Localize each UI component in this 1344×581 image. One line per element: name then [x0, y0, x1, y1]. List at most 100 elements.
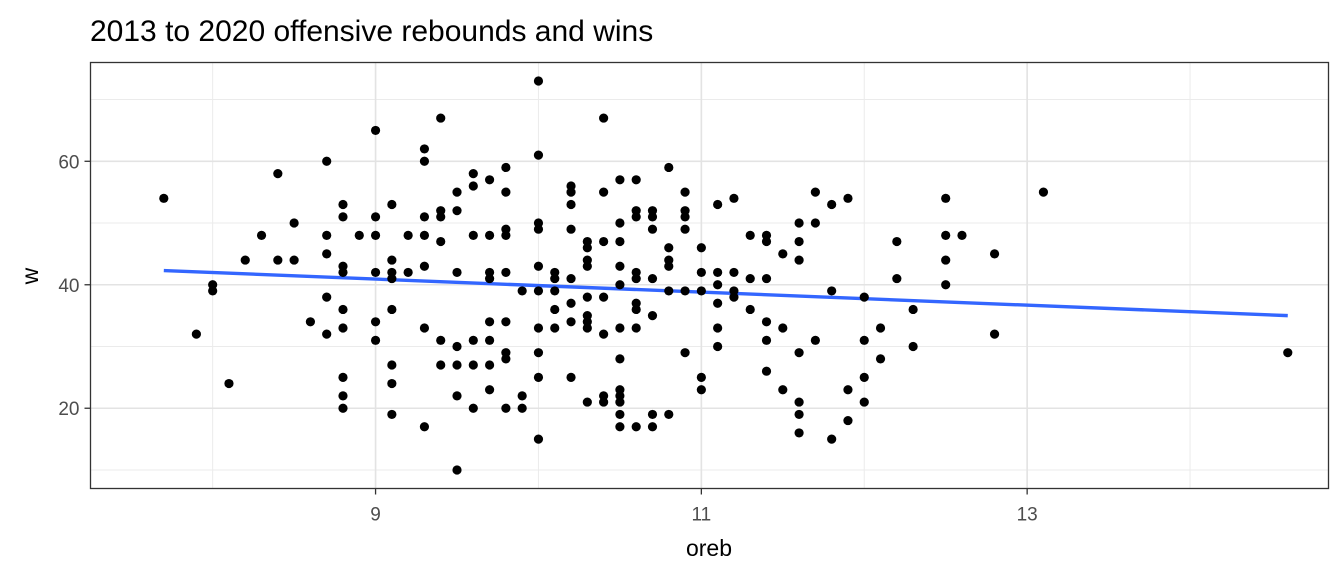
data-point	[501, 162, 511, 173]
data-point	[566, 224, 576, 234]
data-point	[599, 292, 609, 302]
trend-line	[163, 268, 1288, 318]
data-point	[370, 335, 381, 345]
data-point	[533, 372, 544, 382]
data-point	[338, 199, 348, 210]
data-point	[452, 206, 462, 216]
data-point	[713, 298, 723, 308]
data-point	[452, 341, 462, 352]
data-point	[696, 243, 706, 253]
data-point	[533, 434, 544, 444]
data-point	[354, 230, 364, 240]
data-point	[713, 199, 723, 210]
data-point	[419, 156, 430, 166]
data-point	[501, 230, 511, 240]
data-point	[452, 267, 462, 278]
data-point	[338, 372, 348, 382]
data-point	[680, 212, 690, 222]
data-point	[729, 267, 739, 278]
data-point	[745, 273, 755, 284]
data-point	[338, 267, 348, 278]
data-point	[338, 391, 348, 401]
y-tick-label: 20	[58, 399, 79, 420]
data-point	[631, 273, 641, 284]
data-point	[664, 243, 674, 253]
data-point	[810, 218, 820, 228]
data-point	[338, 403, 348, 413]
data-point	[615, 422, 625, 432]
y-tick-label: 60	[58, 152, 79, 173]
data-point	[664, 286, 674, 296]
data-point	[615, 323, 625, 333]
data-point	[859, 292, 869, 302]
data-point	[664, 162, 674, 173]
data-point	[745, 230, 755, 240]
data-point	[794, 409, 804, 420]
data-point	[517, 286, 527, 296]
data-point	[761, 236, 772, 247]
data-point	[680, 348, 690, 358]
data-point	[403, 267, 413, 278]
data-point	[615, 354, 625, 364]
data-point	[370, 212, 381, 222]
data-point	[436, 113, 446, 123]
data-point	[908, 304, 918, 315]
data-point	[419, 144, 430, 154]
data-point	[615, 280, 625, 290]
data-point	[892, 236, 902, 247]
data-point	[208, 286, 218, 296]
data-point	[778, 249, 788, 259]
data-point	[859, 335, 869, 345]
data-point	[419, 422, 430, 432]
data-point	[615, 175, 625, 185]
chart-title: 2013 to 2020 offensive rebounds and wins	[90, 15, 653, 48]
data-point	[631, 304, 641, 315]
data-point	[843, 385, 853, 395]
data-point	[484, 175, 495, 185]
data-point	[647, 212, 658, 222]
data-point	[468, 169, 478, 179]
data-point	[827, 199, 837, 210]
data-point	[794, 236, 804, 247]
data-point	[501, 354, 511, 364]
data-point	[664, 409, 674, 420]
data-point	[908, 341, 918, 352]
data-point	[322, 156, 332, 166]
data-point	[647, 422, 658, 432]
data-point	[550, 304, 560, 315]
data-point	[403, 230, 413, 240]
data-point	[647, 224, 658, 234]
data-point	[599, 329, 609, 339]
data-point	[322, 292, 332, 302]
data-point	[941, 280, 951, 290]
y-axis-title: w	[17, 267, 43, 285]
data-point	[387, 304, 397, 315]
data-point	[566, 199, 576, 210]
data-point	[794, 397, 804, 407]
data-point	[761, 366, 772, 376]
data-point	[436, 236, 446, 247]
data-point	[484, 335, 495, 345]
data-point	[533, 261, 544, 271]
data-point	[680, 286, 690, 296]
data-point	[533, 76, 544, 86]
data-point	[517, 403, 527, 413]
data-point	[501, 403, 511, 413]
data-point	[843, 193, 853, 203]
data-point	[647, 273, 658, 284]
data-point	[631, 323, 641, 333]
data-point	[370, 125, 381, 136]
data-point	[941, 193, 951, 203]
x-axis-title: oreb	[686, 535, 732, 561]
data-point	[387, 378, 397, 389]
data-point	[1283, 348, 1293, 358]
data-point	[322, 230, 332, 240]
data-point	[696, 286, 706, 296]
data-point	[599, 397, 609, 407]
x-tick-label: 9	[370, 505, 381, 526]
data-point	[256, 230, 267, 240]
data-point	[452, 187, 462, 197]
data-point	[729, 292, 739, 302]
data-point	[615, 397, 625, 407]
data-point	[794, 255, 804, 265]
